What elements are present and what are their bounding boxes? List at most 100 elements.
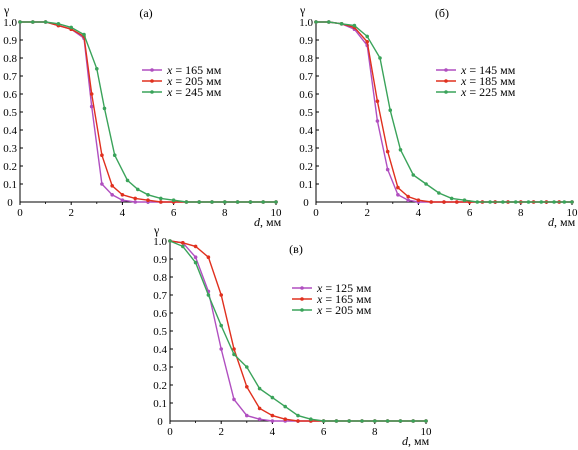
- x-tick-label: 2: [364, 207, 370, 219]
- data-point: [570, 200, 574, 204]
- data-point: [168, 239, 172, 243]
- x-tick-label: 4: [120, 207, 126, 219]
- data-point: [449, 196, 454, 201]
- data-point: [424, 182, 428, 186]
- x-axis-unit: , мм: [408, 434, 430, 448]
- data-point: [261, 200, 266, 204]
- data-point: [296, 419, 300, 423]
- legend-entry: x = 245 мм: [166, 85, 222, 99]
- legend-marker: [150, 68, 154, 72]
- data-point: [539, 200, 544, 204]
- x-tick-label: 2: [218, 426, 224, 438]
- y-tick-label: 0.9: [3, 35, 17, 47]
- chart-panel-0: 0 2 4 6 8 10 0 0.1 0.2 0.3 0.4 0.5 0.6 0.7 0.8 0.9 1.0γ d…: [3, 3, 282, 229]
- data-point: [270, 395, 275, 400]
- data-point: [327, 20, 331, 24]
- data-point: [95, 67, 99, 71]
- x-axis-variable: d: [548, 215, 555, 229]
- data-point: [219, 293, 223, 297]
- data-point: [562, 200, 567, 204]
- data-point: [245, 385, 249, 389]
- legend-variable: x: [316, 292, 323, 306]
- legend-equals: =: [322, 281, 335, 295]
- chart-panel-1: 0 2 4 6 8 10 0 0.1 0.2 0.3 0.4 0.5 0.6 0.7 0.8 0.9 1.0γ d…: [299, 3, 578, 229]
- legend-variable: x: [316, 281, 323, 295]
- x-tick-label: 6: [171, 207, 177, 219]
- data-point: [347, 419, 352, 423]
- legend-value: 245 мм: [185, 85, 222, 99]
- legend-equals: =: [172, 63, 185, 77]
- data-point: [270, 413, 275, 418]
- data-point: [193, 260, 198, 265]
- data-point: [488, 200, 492, 204]
- data-point: [334, 419, 339, 423]
- data-point: [100, 153, 104, 157]
- legend: x = 145 ммx = 185 ммx = 225 мм: [436, 63, 516, 99]
- data-point: [385, 167, 390, 172]
- x-axis-variable: d: [254, 215, 261, 229]
- data-point: [133, 196, 137, 201]
- x-tick-label: 4: [416, 207, 422, 219]
- data-point: [219, 347, 223, 351]
- data-point: [270, 419, 275, 423]
- data-point: [159, 200, 163, 204]
- y-tick-label: 0.9: [299, 35, 313, 47]
- y-axis-label: γ: [299, 3, 306, 17]
- y-tick-label: 0.5: [3, 107, 17, 119]
- y-tick-label: 0.4: [153, 344, 167, 356]
- legend-marker: [300, 286, 304, 290]
- legend-entry: x = 185 мм: [460, 74, 516, 88]
- data-point: [437, 191, 441, 195]
- series-line-1: [169, 240, 426, 422]
- legend-marker: [444, 90, 448, 94]
- data-point: [398, 419, 403, 423]
- legend-value: 165 мм: [185, 63, 222, 77]
- data-point: [120, 198, 125, 202]
- legend-entry: x = 165 мм: [166, 63, 222, 77]
- y-tick-label: 0.3: [153, 362, 167, 374]
- x-tick-label: 0: [17, 207, 23, 219]
- data-point: [219, 323, 223, 328]
- data-point: [245, 413, 249, 418]
- x-tick-label: 6: [321, 426, 327, 438]
- data-point: [197, 200, 201, 204]
- data-point: [135, 187, 140, 192]
- x-tick-label: 10: [421, 426, 433, 438]
- legend-variable: x: [460, 74, 467, 88]
- data-point: [248, 200, 253, 204]
- y-tick-label: 0.7: [299, 71, 313, 83]
- y-tick-label: 0.2: [153, 380, 167, 392]
- data-point: [365, 40, 370, 44]
- legend-equals: =: [172, 85, 185, 99]
- x-tick-label: 2: [68, 207, 74, 219]
- data-point: [206, 293, 211, 297]
- data-point: [385, 149, 390, 154]
- legend-equals: =: [172, 74, 185, 88]
- x-axis-label: d, мм: [548, 215, 576, 229]
- data-point: [43, 20, 48, 24]
- data-point: [56, 22, 61, 26]
- data-point: [89, 92, 94, 96]
- data-point: [184, 200, 189, 204]
- data-point: [398, 148, 403, 152]
- data-point: [235, 200, 240, 204]
- legend-marker: [444, 79, 448, 83]
- data-point: [501, 200, 505, 204]
- data-point: [526, 200, 531, 204]
- data-point: [296, 413, 300, 418]
- y-tick-label: 0.6: [299, 89, 313, 101]
- data-point: [513, 200, 518, 204]
- data-point: [406, 194, 410, 199]
- data-point: [396, 185, 400, 190]
- legend-marker: [300, 308, 304, 312]
- y-tick-label: 0.6: [3, 89, 17, 101]
- data-point: [475, 200, 480, 204]
- y-tick-label: 0.6: [153, 308, 167, 320]
- data-point: [339, 22, 344, 26]
- data-point: [424, 419, 428, 423]
- data-point: [552, 200, 556, 204]
- data-point: [406, 198, 410, 202]
- data-point: [375, 99, 380, 103]
- data-point: [455, 200, 459, 204]
- data-point: [245, 365, 249, 369]
